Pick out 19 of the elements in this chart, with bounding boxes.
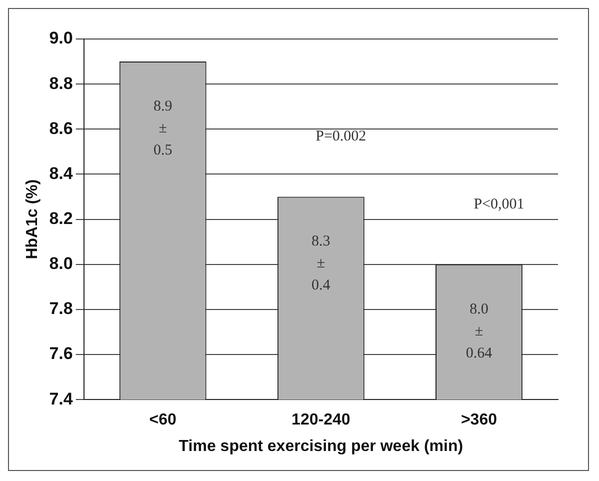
- data-label: 8.0 ± 0.64: [466, 301, 493, 362]
- y-tick-label: 8.8: [49, 74, 73, 93]
- y-tick-label: 8.6: [49, 118, 73, 138]
- data-label: 8.9 ± 0.5: [153, 98, 172, 158]
- x-tick-label: <60: [149, 412, 177, 429]
- y-tick-label: 8.4: [49, 164, 74, 183]
- y-tick-label: 9.0: [49, 28, 73, 48]
- x-tick-label: 120-240: [292, 412, 350, 429]
- annotation: P=0.002: [316, 128, 366, 145]
- y-tick-label: 7.4: [49, 389, 74, 408]
- y-tick-label: 8.0: [49, 254, 73, 274]
- data-label: 8.3 ± 0.4: [312, 234, 331, 294]
- annotation: P<0,001: [474, 196, 524, 212]
- y-tick-label: 7.8: [49, 299, 73, 318]
- y-tick-label: 7.6: [49, 344, 73, 364]
- x-tick-label: >360: [460, 412, 498, 429]
- y-tick-label: 8.2: [49, 208, 73, 228]
- y-axis-title: HbA1c (%): [24, 179, 42, 260]
- x-axis-title: Time spent exercising per week (min): [178, 438, 464, 455]
